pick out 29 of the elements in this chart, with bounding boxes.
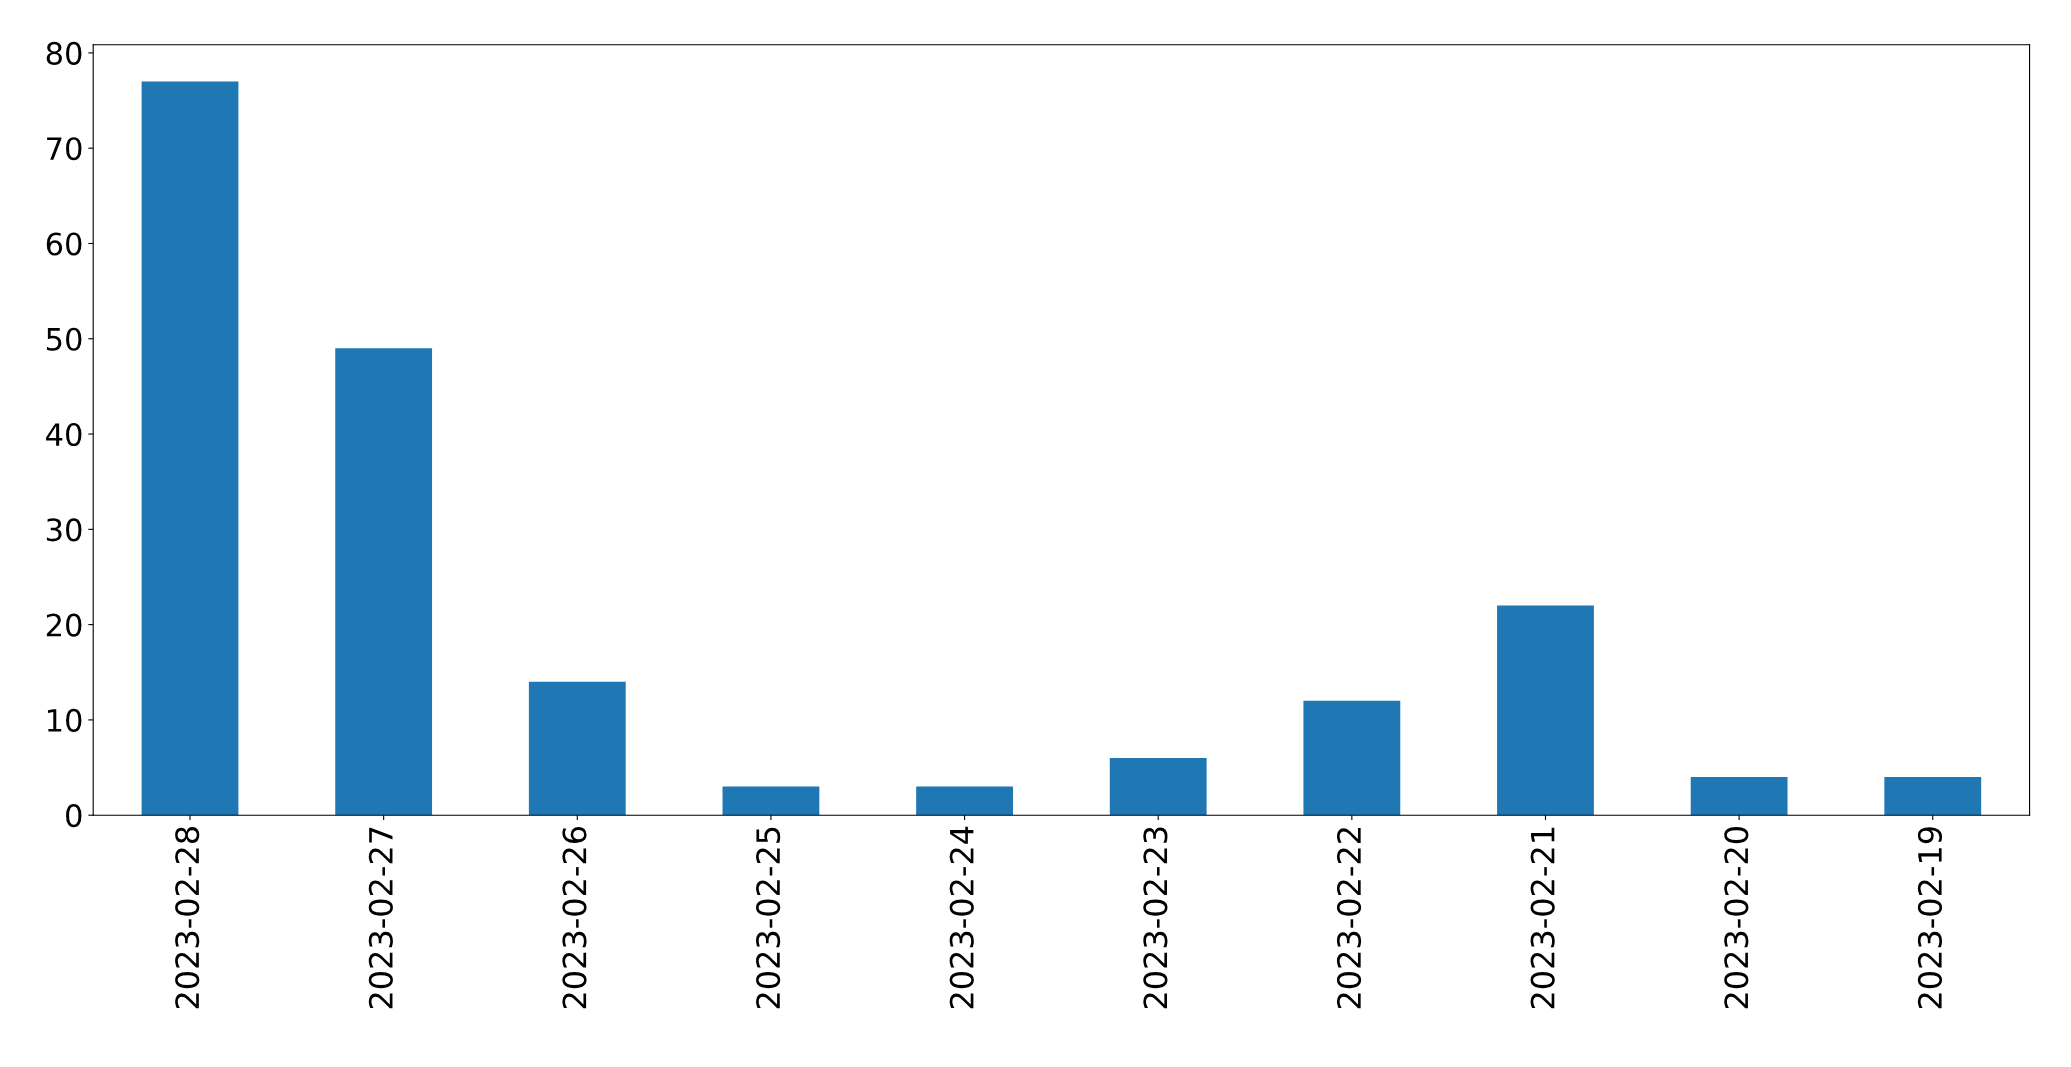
bar bbox=[722, 786, 820, 816]
x-tick-label: 2023-02-24 bbox=[949, 826, 974, 1009]
y-tick-label: 10 bbox=[47, 708, 82, 732]
x-tick-label: 2023-02-26 bbox=[562, 826, 587, 1009]
y-tick-label: 60 bbox=[46, 232, 82, 256]
x-tick-label: 2023-02-25 bbox=[756, 827, 781, 1009]
bar bbox=[335, 348, 433, 816]
bar bbox=[916, 786, 1013, 816]
bar bbox=[1497, 605, 1594, 816]
x-tick-label: 2023-02-21 bbox=[1530, 827, 1555, 1009]
bar bbox=[1109, 758, 1207, 816]
bar bbox=[1690, 777, 1788, 816]
y-tick-label: 30 bbox=[46, 518, 82, 542]
y-tick-label: 80 bbox=[46, 41, 82, 65]
bar bbox=[1884, 777, 1982, 816]
bar bbox=[528, 681, 626, 816]
x-tick-label: 2023-02-20 bbox=[1724, 827, 1749, 1009]
y-tick-label: 50 bbox=[46, 327, 82, 351]
x-tick-label: 2023-02-28 bbox=[175, 827, 200, 1009]
y-tick-label: 40 bbox=[46, 422, 82, 447]
y-tick-label: 20 bbox=[46, 613, 82, 637]
x-tick-label: 2023-02-27 bbox=[368, 827, 393, 1009]
y-tick-label: 70 bbox=[47, 137, 82, 161]
bar bbox=[1303, 700, 1401, 816]
y-tick-label: 0 bbox=[66, 804, 82, 828]
x-tick-label: 2023-02-23 bbox=[1143, 827, 1168, 1009]
x-tick-label: 2023-02-22 bbox=[1336, 828, 1362, 1009]
x-tick-label: 2023-02-19 bbox=[1917, 827, 1943, 1009]
bar bbox=[141, 81, 239, 816]
